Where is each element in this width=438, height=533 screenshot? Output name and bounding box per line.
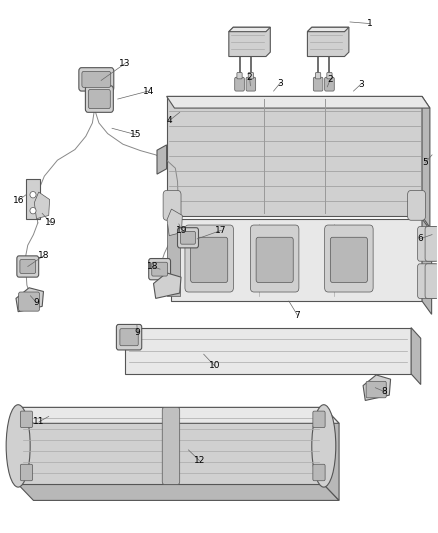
Polygon shape — [166, 224, 180, 296]
Text: 17: 17 — [215, 226, 227, 235]
Text: 13: 13 — [120, 59, 131, 68]
FancyBboxPatch shape — [163, 190, 181, 220]
Polygon shape — [229, 27, 270, 56]
FancyBboxPatch shape — [235, 77, 244, 91]
FancyBboxPatch shape — [117, 325, 142, 350]
FancyBboxPatch shape — [246, 77, 256, 91]
Text: 8: 8 — [381, 387, 387, 396]
FancyBboxPatch shape — [313, 464, 325, 481]
Polygon shape — [26, 179, 40, 219]
Text: 10: 10 — [209, 361, 220, 370]
Text: 6: 6 — [417, 235, 423, 244]
FancyBboxPatch shape — [149, 259, 170, 280]
Text: 12: 12 — [194, 456, 205, 465]
Polygon shape — [229, 27, 270, 31]
Text: 5: 5 — [422, 158, 428, 167]
Text: 18: 18 — [147, 262, 159, 271]
FancyBboxPatch shape — [20, 411, 32, 427]
Text: 19: 19 — [45, 219, 57, 228]
Polygon shape — [34, 192, 49, 219]
Polygon shape — [363, 375, 391, 400]
FancyBboxPatch shape — [418, 264, 437, 298]
FancyBboxPatch shape — [20, 260, 35, 273]
FancyBboxPatch shape — [79, 68, 114, 91]
Text: 9: 9 — [134, 328, 140, 337]
Text: 2: 2 — [247, 73, 252, 82]
Polygon shape — [18, 484, 339, 500]
Text: 11: 11 — [33, 417, 45, 426]
FancyBboxPatch shape — [251, 225, 299, 292]
Ellipse shape — [312, 405, 336, 487]
FancyBboxPatch shape — [82, 71, 111, 87]
Text: 16: 16 — [13, 196, 25, 205]
FancyBboxPatch shape — [88, 90, 110, 109]
FancyBboxPatch shape — [185, 225, 233, 292]
Ellipse shape — [6, 405, 30, 487]
Polygon shape — [166, 96, 430, 108]
Polygon shape — [307, 27, 349, 56]
FancyBboxPatch shape — [425, 227, 438, 261]
Polygon shape — [422, 219, 431, 314]
FancyBboxPatch shape — [366, 381, 386, 398]
Ellipse shape — [30, 207, 36, 214]
Polygon shape — [166, 96, 422, 216]
FancyBboxPatch shape — [17, 256, 39, 277]
Polygon shape — [171, 219, 422, 301]
FancyBboxPatch shape — [177, 228, 198, 248]
FancyBboxPatch shape — [325, 77, 334, 91]
FancyBboxPatch shape — [313, 77, 323, 91]
Text: 7: 7 — [295, 311, 300, 320]
FancyBboxPatch shape — [256, 237, 293, 282]
FancyBboxPatch shape — [180, 231, 195, 244]
FancyBboxPatch shape — [162, 407, 180, 484]
FancyBboxPatch shape — [418, 227, 437, 261]
Polygon shape — [16, 288, 43, 312]
FancyBboxPatch shape — [330, 237, 367, 282]
Polygon shape — [18, 407, 324, 484]
FancyBboxPatch shape — [248, 72, 254, 79]
Polygon shape — [307, 27, 349, 31]
Polygon shape — [411, 328, 421, 384]
FancyBboxPatch shape — [191, 237, 228, 282]
FancyBboxPatch shape — [425, 264, 438, 298]
Polygon shape — [167, 209, 182, 236]
FancyBboxPatch shape — [237, 72, 242, 79]
Text: 9: 9 — [34, 298, 39, 307]
FancyBboxPatch shape — [20, 464, 32, 481]
Polygon shape — [422, 96, 430, 228]
FancyBboxPatch shape — [85, 86, 113, 112]
FancyBboxPatch shape — [408, 190, 426, 220]
Polygon shape — [18, 407, 339, 423]
Polygon shape — [157, 145, 166, 174]
Text: 2: 2 — [328, 75, 333, 84]
FancyBboxPatch shape — [313, 411, 325, 427]
Polygon shape — [324, 407, 339, 500]
Text: 3: 3 — [358, 79, 364, 88]
FancyBboxPatch shape — [325, 225, 373, 292]
Text: 14: 14 — [143, 86, 154, 95]
Text: 18: 18 — [38, 252, 49, 260]
FancyBboxPatch shape — [315, 72, 321, 79]
Text: 19: 19 — [176, 226, 187, 235]
Ellipse shape — [30, 191, 36, 198]
FancyBboxPatch shape — [120, 329, 138, 346]
Text: 15: 15 — [130, 130, 142, 139]
Text: 3: 3 — [277, 78, 283, 87]
Text: 1: 1 — [367, 19, 372, 28]
Polygon shape — [153, 273, 181, 298]
FancyBboxPatch shape — [152, 262, 167, 276]
FancyBboxPatch shape — [327, 72, 332, 79]
Text: 4: 4 — [167, 116, 173, 125]
FancyBboxPatch shape — [18, 292, 39, 311]
Polygon shape — [125, 328, 411, 374]
